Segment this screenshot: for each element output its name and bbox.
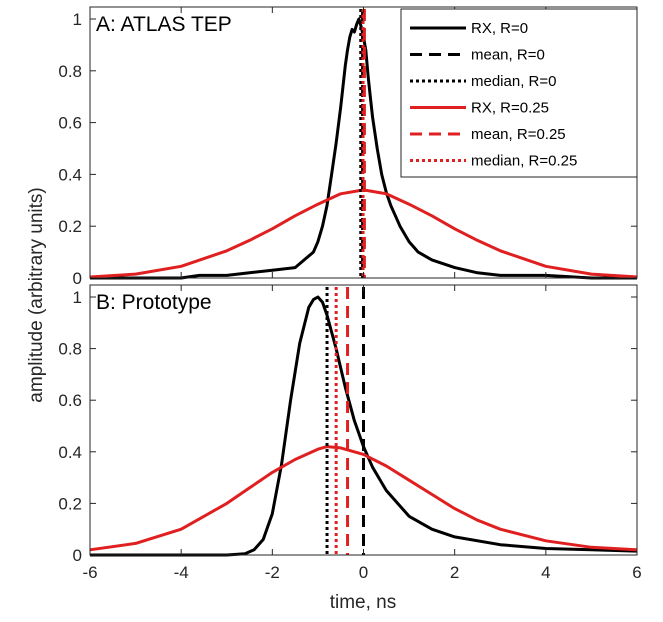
panel-atlas-tep: 0 0.2 0.4 0.6 0.8 1 A: ATLAS TEP RX, R=0 mean, R… [58,6,638,288]
x-tick-label: 2 [450,563,459,582]
y-tick-label: 1 [73,288,82,307]
legend-entry: median, R=0.25 [471,153,577,170]
legend-entry: RX, R=0 [471,20,528,37]
x-tick-label: 6 [632,563,641,582]
y-tick-label: 0.6 [58,391,82,410]
x-tick-label: 4 [541,563,550,582]
y-tick-label: 0.4 [58,165,82,184]
panel-title: B: Prototype [96,291,212,314]
legend-entry: mean, R=0 [471,47,545,64]
y-tick-label: 0.2 [58,494,82,513]
series-line-1 [89,445,638,552]
x-tick-label: 0 [359,563,368,582]
legend-entry: mean, R=0.25 [471,126,566,143]
y-tick-label: 0.6 [58,114,82,133]
y-tick-label: 0.4 [58,443,82,462]
y-tick-label: 0.8 [58,340,82,359]
panel-title: A: ATLAS TEP [96,13,232,36]
series-line-0 [90,295,638,557]
x-tick-label: -6 [82,563,97,582]
x-tick-label: -4 [174,563,189,582]
y-tick-label: 0.8 [58,62,82,81]
x-tick-label: -2 [265,563,280,582]
y-tick-label: 0 [73,269,82,288]
y-axis-label: amplitude (arbitrary units) [26,187,47,402]
legend-box [400,8,638,178]
y-tick-label: 0.2 [58,217,82,236]
series-line-0 [90,17,637,280]
x-axis-label: time, ns [330,592,397,613]
legend-entry: median, R=0 [471,73,556,90]
legend-entry: RX, R=0.25 [471,100,549,117]
y-tick-label: 1 [73,10,82,29]
y-tick-label: 0 [73,546,82,565]
panel-prototype: 0 0.2 0.4 0.6 0.8 1 -6 -4 -2 0 2 4 6 B: Prototype [58,284,642,582]
